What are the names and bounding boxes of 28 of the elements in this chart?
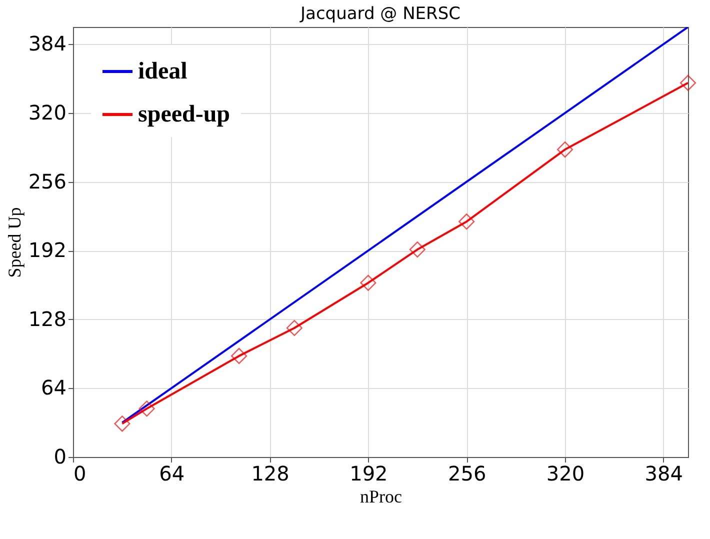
y-tick-label: 192 — [28, 238, 66, 262]
y-tick-label: 0 — [54, 444, 66, 468]
x-tick-label: 0 — [74, 462, 86, 486]
x-tick-label: 64 — [159, 462, 185, 486]
y-tick-label: 128 — [28, 306, 66, 331]
y-tick-label: 320 — [28, 100, 66, 124]
point — [360, 274, 376, 291]
chart-title: Jacquard @ NERSC — [300, 4, 460, 24]
x-axis-title: nProc — [360, 486, 402, 506]
y-tick-label: 384 — [28, 32, 66, 56]
y-tick-label: 256 — [28, 169, 66, 194]
y-tick-label: 64 — [41, 376, 66, 400]
point — [114, 416, 130, 432]
point — [286, 320, 302, 336]
point — [556, 142, 574, 158]
legend-label: speed-up — [138, 102, 230, 128]
point — [409, 242, 426, 258]
point — [138, 400, 155, 417]
point — [231, 348, 248, 364]
y-axis-title: Speed Up — [4, 207, 24, 278]
x-tick-label: 192 — [350, 462, 388, 486]
point — [680, 74, 696, 91]
legend-label: ideal — [138, 58, 188, 84]
x-tick-label: 128 — [251, 462, 290, 486]
point — [458, 214, 475, 230]
x-tick-label: 384 — [644, 462, 683, 486]
x-tick-label: 256 — [448, 462, 486, 486]
x-tick-label: 320 — [546, 462, 585, 486]
